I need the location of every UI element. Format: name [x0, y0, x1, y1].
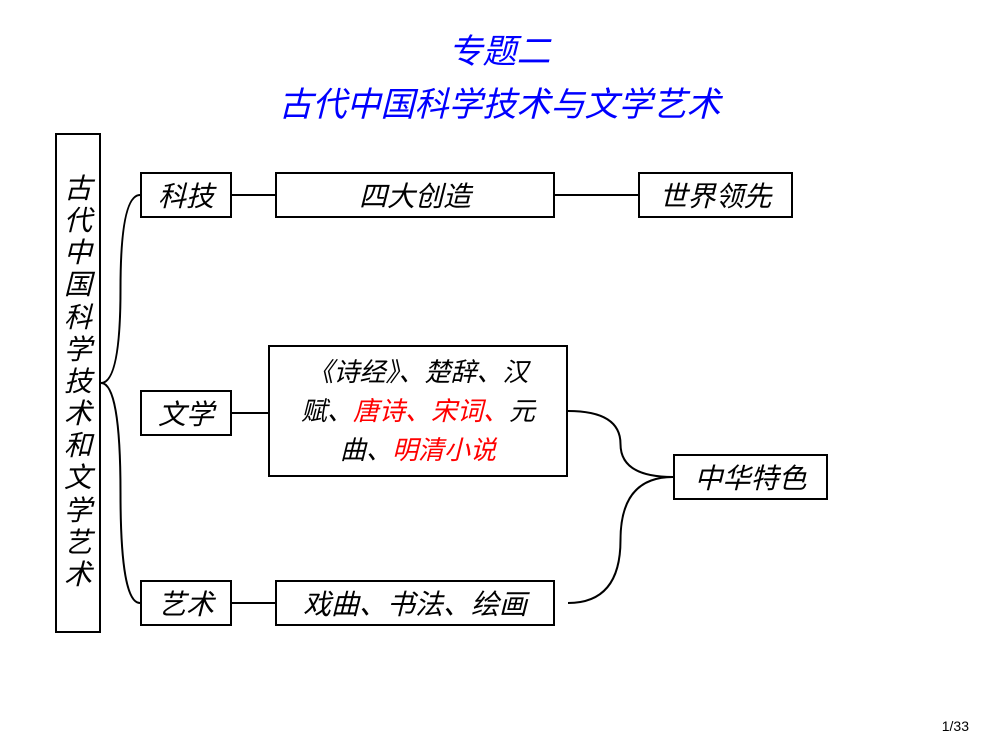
- outcome-technology: 世界领先: [638, 172, 793, 218]
- connector-line: [232, 602, 275, 604]
- detail-technology: 四大创造: [275, 172, 555, 218]
- root-char: 文: [64, 463, 92, 495]
- root-char: 学: [64, 496, 92, 528]
- category-art: 艺术: [140, 580, 232, 626]
- root-char: 国: [64, 270, 92, 302]
- connector-line: [232, 194, 275, 196]
- root-topic-box: 古代中国科学技术和文学艺术: [55, 133, 101, 633]
- root-char: 科: [64, 303, 92, 335]
- root-char: 艺: [64, 528, 92, 560]
- connector-line: [555, 194, 638, 196]
- category-literature: 文学: [140, 390, 232, 436]
- root-char: 术: [64, 560, 92, 592]
- root-char: 古: [64, 174, 92, 206]
- title-line1: 专题二: [0, 24, 999, 73]
- title-block: 专题二 古代中国科学技术与文学艺术: [0, 0, 999, 126]
- detail-literature: 《诗经》、楚辞、汉赋、唐诗、宋词、元曲、明清小说: [268, 345, 568, 477]
- lit-segment: 唐诗、宋词、: [353, 397, 509, 426]
- connector-line: [232, 412, 268, 414]
- root-char: 代: [64, 206, 92, 238]
- root-char: 术: [64, 399, 92, 431]
- brace-left-icon: [101, 185, 142, 613]
- page-number: 1/33: [942, 718, 969, 734]
- outcome-culture: 中华特色: [673, 454, 828, 500]
- brace-right-icon: [566, 401, 677, 613]
- title-line2: 古代中国科学技术与文学艺术: [0, 77, 999, 126]
- lit-segment: 明清小说: [392, 436, 496, 465]
- detail-art: 戏曲、书法、绘画: [275, 580, 555, 626]
- root-char: 技: [64, 367, 92, 399]
- root-char: 学: [64, 335, 92, 367]
- category-technology: 科技: [140, 172, 232, 218]
- root-char: 和: [64, 431, 92, 463]
- root-char: 中: [64, 238, 92, 270]
